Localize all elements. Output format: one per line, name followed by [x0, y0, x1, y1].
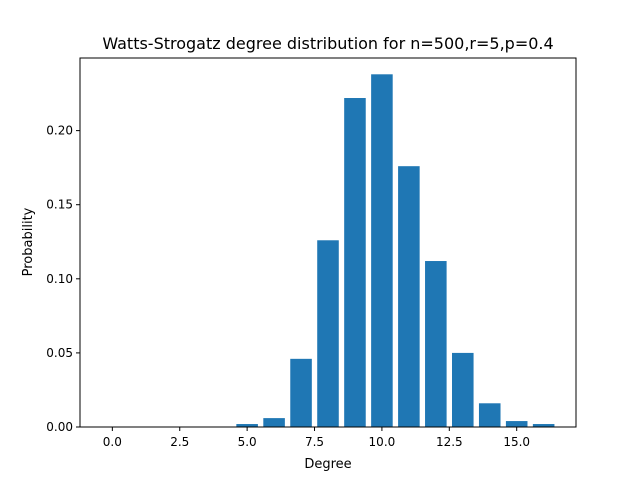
y-tick-label: 0.00 — [46, 420, 73, 434]
x-tick-label: 12.5 — [436, 435, 463, 449]
bar-degree-15 — [505, 421, 528, 427]
bars-group — [236, 74, 555, 427]
y-axis-ticks: 0.00 0.05 0.10 0.15 0.20 — [46, 124, 80, 434]
bar-degree-11 — [398, 166, 420, 427]
bar-degree-13 — [452, 352, 474, 427]
x-axis-ticks: 0.0 2.5 5.0 7.5 10.0 12.5 15.0 — [103, 427, 530, 449]
x-tick-label: 5.0 — [238, 435, 257, 449]
bar-degree-7 — [290, 358, 312, 427]
y-tick-label: 0.10 — [46, 272, 73, 286]
chart-title: Watts-Strogatz degree distribution for n… — [102, 34, 553, 53]
bar-degree-12 — [425, 261, 447, 427]
bar-degree-6 — [263, 418, 285, 427]
bar-degree-10 — [371, 74, 393, 427]
x-tick-label: 0.0 — [103, 435, 122, 449]
bar-degree-9 — [344, 98, 366, 427]
x-tick-label: 10.0 — [369, 435, 396, 449]
x-tick-label: 15.0 — [503, 435, 530, 449]
bar-degree-5 — [236, 424, 258, 427]
x-tick-label: 7.5 — [305, 435, 324, 449]
bar-degree-14 — [478, 403, 501, 427]
y-tick-label: 0.05 — [46, 346, 73, 360]
bar-degree-16 — [532, 424, 555, 427]
x-tick-label: 2.5 — [170, 435, 189, 449]
y-axis-label: Probability — [21, 207, 36, 276]
y-tick-label: 0.15 — [46, 198, 73, 212]
y-tick-label: 0.20 — [46, 124, 73, 138]
bar-degree-8 — [317, 240, 339, 427]
x-axis-label: Degree — [304, 457, 351, 472]
plot-frame — [79, 57, 577, 428]
